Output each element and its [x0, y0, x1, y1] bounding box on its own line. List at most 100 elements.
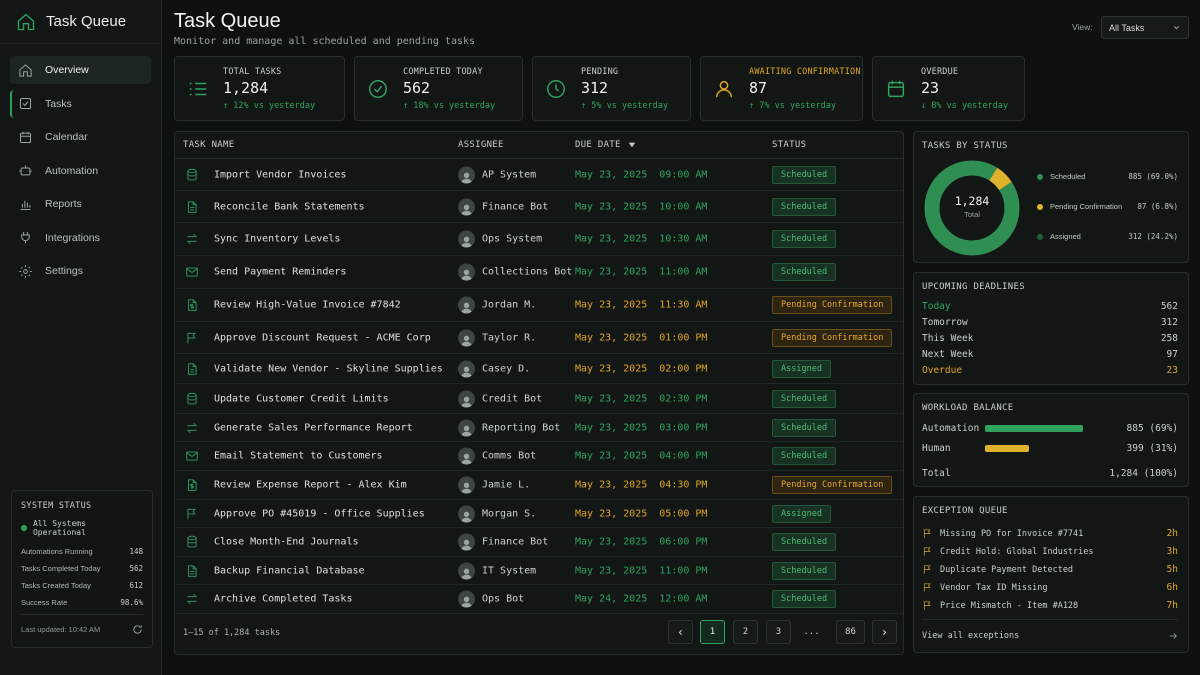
status-row: Tasks Created Today 612 — [21, 581, 143, 590]
table-row[interactable]: Review Expense Report - Alex Kim Jamie L.… — [175, 471, 903, 500]
table-row[interactable]: Import Vendor Invoices AP System May 23, 2… — [175, 159, 903, 191]
page-title: Task Queue — [174, 10, 281, 32]
task-name: Generate Sales Performance Report — [214, 422, 413, 433]
column-header-assignee[interactable]: ASSIGNEE — [458, 140, 504, 150]
deadline-row-today[interactable]: Today 562 — [922, 301, 1178, 312]
page-ellipsis: ... — [803, 627, 820, 637]
sidebar-item-overview[interactable]: Overview — [10, 56, 151, 84]
task-due-date: May 23, 2025 03:00 PM — [575, 422, 708, 433]
prev-page-button[interactable] — [668, 620, 693, 644]
task-assignee: Finance Bot — [482, 201, 549, 212]
status-row-value: 562 — [129, 564, 143, 573]
person-icon — [461, 482, 472, 494]
column-header-task-name[interactable]: TASK NAME — [183, 140, 235, 150]
page-button-last[interactable]: 86 — [836, 620, 865, 644]
kpi-value: 1,284 — [223, 78, 269, 97]
panel-title: WORKLOAD BALANCE — [922, 403, 1014, 413]
sidebar-item-label: Automation — [45, 164, 99, 177]
page-button-1[interactable]: 1 — [700, 620, 725, 644]
sort-desc-icon[interactable] — [628, 141, 636, 149]
sidebar-item-integrations[interactable]: Integrations — [10, 224, 151, 252]
table-row[interactable]: Archive Completed Tasks Ops Bot May 24, 20… — [175, 585, 903, 614]
donut-slice-scheduled[interactable] — [924, 160, 1020, 256]
flag-icon — [923, 583, 931, 592]
table-row[interactable]: Generate Sales Performance Report Reporti… — [175, 414, 903, 442]
system-status-footer: Last updated: 10:42 AM — [21, 614, 143, 635]
donut-slice-assigned[interactable] — [924, 160, 1020, 256]
task-due-date: May 23, 2025 02:30 PM — [575, 393, 708, 404]
status-row: Tasks Completed Today 562 — [21, 564, 143, 573]
workload-balance-panel: WORKLOAD BALANCE Automation 885 (69%) Hu… — [913, 393, 1189, 487]
view-all-exceptions-link[interactable]: View all exceptions — [922, 619, 1178, 641]
task-due-date: May 23, 2025 01:00 PM — [575, 332, 708, 343]
system-status-indicator: All Systems Operational — [21, 519, 143, 537]
status-badge: Scheduled — [772, 533, 837, 551]
kpi-label: PENDING — [581, 66, 619, 77]
home-icon — [19, 63, 32, 77]
status-row-value: 148 — [129, 547, 143, 556]
sidebar-item-reports[interactable]: Reports — [10, 190, 151, 218]
legend-label: Scheduled — [1050, 172, 1086, 181]
kpi-value: 562 — [403, 78, 431, 97]
sidebar-item-settings[interactable]: Settings — [10, 257, 151, 285]
task-due-date: May 23, 2025 11:00 PM — [575, 565, 708, 576]
task-assignee: Ops Bot — [482, 593, 525, 605]
sidebar-item-label: Settings — [45, 265, 83, 277]
deadline-value: 97 — [1166, 349, 1178, 360]
tasks-by-status-panel: TASKS BY STATUS 1,284 Total Scheduled 88… — [913, 131, 1189, 263]
next-page-button[interactable] — [872, 620, 897, 644]
sidebar-item-calendar[interactable]: Calendar — [10, 123, 151, 151]
legend-dot — [1037, 173, 1043, 180]
column-header-due-date[interactable]: DUE DATE — [575, 140, 621, 150]
flag-icon — [923, 565, 931, 574]
table-row[interactable]: Approve PO #45019 - Office Supplies Morga… — [175, 500, 903, 528]
flag-icon — [185, 507, 199, 521]
table-row[interactable]: Validate New Vendor - Skyline Supplies Ca… — [175, 354, 903, 384]
view-all-label: View all exceptions — [922, 631, 1020, 641]
deadline-row-this-week[interactable]: This Week 258 — [922, 333, 1178, 344]
page-button-3[interactable]: 3 — [766, 620, 791, 644]
exception-item[interactable]: Duplicate Payment Detected 5h — [922, 564, 1178, 575]
table-row[interactable]: Update Customer Credit Limits Credit Bot M… — [175, 384, 903, 414]
table-row[interactable]: Reconcile Bank Statements Finance Bot May … — [175, 191, 903, 223]
table-row[interactable]: Review High-Value Invoice #7842 Jordan M.… — [175, 289, 903, 322]
person-icon — [461, 596, 472, 608]
exception-item[interactable]: Price Mismatch - Item #A128 7h — [922, 600, 1178, 611]
deadline-row-overdue[interactable]: Overdue 23 — [922, 365, 1178, 376]
sidebar-item-automation[interactable]: Automation — [10, 157, 151, 185]
exception-item[interactable]: Vendor Tax ID Missing 6h — [922, 582, 1178, 593]
workload-bar-automation — [985, 424, 1083, 432]
refresh-icon[interactable] — [132, 624, 143, 635]
avatar — [458, 296, 475, 314]
calendar-icon — [887, 80, 905, 97]
deadline-row-next-week[interactable]: Next Week 97 — [922, 349, 1178, 360]
column-header-status[interactable]: STATUS — [772, 140, 807, 150]
table-row[interactable]: Sync Inventory Levels Ops System May 23, 2… — [175, 223, 903, 256]
panel-title: TASKS BY STATUS — [922, 141, 1008, 151]
task-name: Archive Completed Tasks — [214, 593, 353, 605]
database-icon — [185, 535, 199, 549]
table-row[interactable]: Close Month-End Journals Finance Bot May 2… — [175, 528, 903, 557]
status-row-value: 612 — [129, 581, 143, 590]
legend-dot — [1037, 233, 1043, 240]
page-button-2[interactable]: 2 — [733, 620, 758, 644]
status-row-label: Tasks Created Today — [21, 581, 91, 590]
deadline-label: Tomorrow — [922, 317, 968, 328]
donut-total-label: Total — [964, 210, 980, 219]
table-row[interactable]: Approve Discount Request - ACME Corp Tayl… — [175, 322, 903, 354]
exception-item[interactable]: Missing PO for Invoice #7741 2h — [922, 528, 1178, 539]
table-row[interactable]: Email Statement to Customers Comms Bot May… — [175, 442, 903, 471]
calendar-icon — [20, 131, 31, 143]
sidebar-item-tasks[interactable]: Tasks — [10, 89, 151, 118]
exception-item[interactable]: Credit Hold: Global Industries 3h — [922, 546, 1178, 557]
avatar — [458, 263, 475, 281]
person-icon — [461, 204, 472, 215]
status-row-value: 98.6% — [120, 598, 143, 607]
person-icon — [461, 335, 472, 346]
panel-title: UPCOMING DEADLINES — [922, 282, 1025, 292]
table-row[interactable]: Backup Financial Database IT System May 23… — [175, 557, 903, 585]
deadline-row-tomorrow[interactable]: Tomorrow 312 — [922, 317, 1178, 328]
view-select[interactable]: All Tasks — [1101, 16, 1189, 39]
table-row[interactable]: Send Payment Reminders Collections Bot May… — [175, 256, 903, 289]
task-due-date: May 23, 2025 09:00 AM — [575, 169, 708, 180]
